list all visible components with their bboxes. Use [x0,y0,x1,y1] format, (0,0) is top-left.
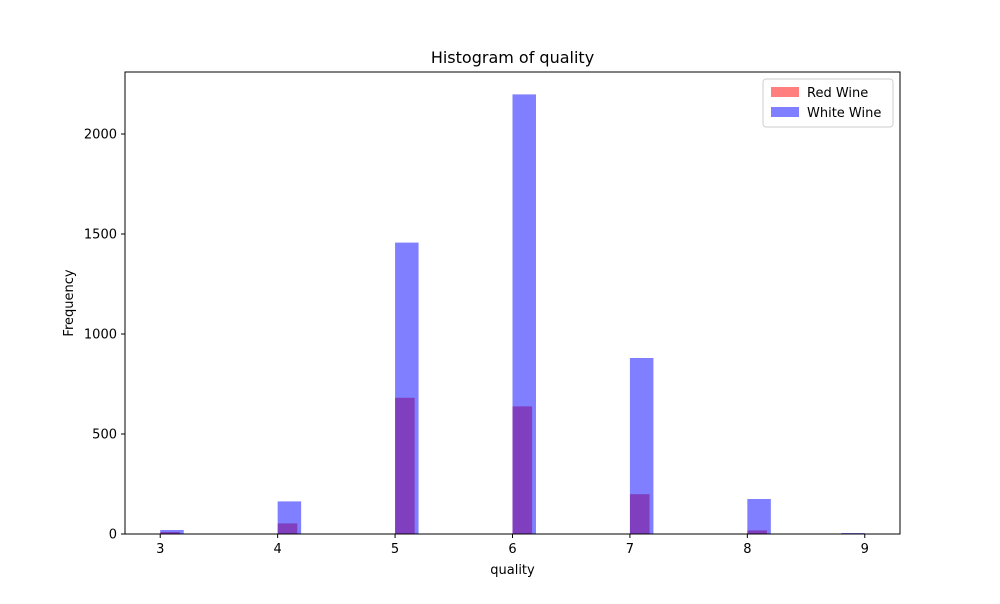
x-tick-label: 8 [743,542,751,557]
legend-swatch-red-wine [771,87,799,97]
x-axis-label: quality [490,563,535,578]
white-wine-bar [277,501,302,534]
x-tick-label: 6 [508,542,516,557]
bars-layer [160,94,865,535]
legend-swatch-white-wine [771,107,799,117]
x-tick-label: 4 [274,542,282,557]
y-axis-label: Frequency [62,269,77,336]
y-tick-label: 2000 [84,128,117,143]
x-tick-label: 3 [156,542,164,557]
legend: Red Wine White Wine [762,78,894,128]
white-wine-bar [629,358,654,534]
white-wine-bar [747,499,771,534]
chart-title: Histogram of quality [431,48,594,67]
white-wine-bar [160,530,184,534]
y-tick-label: 1000 [84,328,117,343]
x-tick-label: 5 [391,542,399,557]
white-wine-bar [512,94,536,535]
x-tick-label: 9 [861,542,869,557]
legend-label-white-wine: White Wine [807,106,881,121]
white-wine-bar [395,242,419,534]
y-tick-label: 0 [109,528,117,543]
legend-label-red-wine: Red Wine [807,86,868,101]
y-axis: 0 500 1000 1500 2000 [84,128,125,543]
x-tick-label: 7 [626,542,634,557]
y-tick-label: 1500 [84,228,117,243]
x-axis: 3 4 5 6 7 8 9 [156,534,869,557]
y-tick-label: 500 [92,428,117,443]
